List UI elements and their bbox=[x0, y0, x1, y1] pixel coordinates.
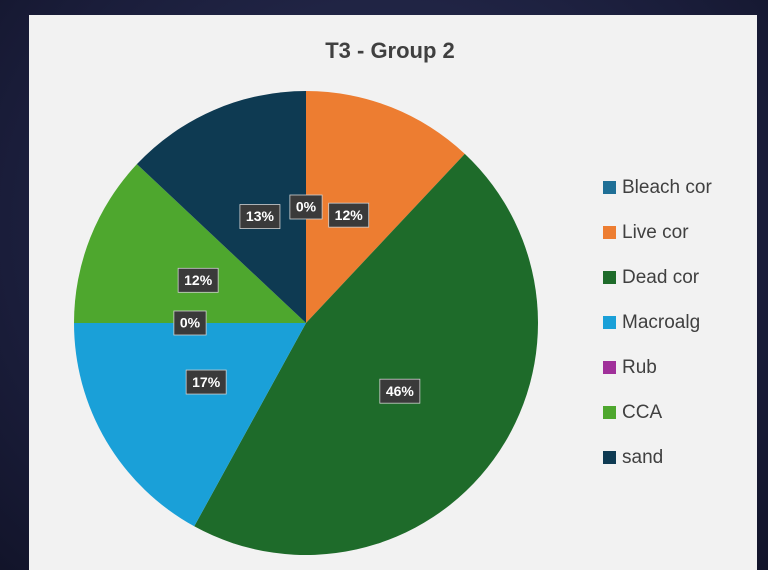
data-label-box bbox=[173, 310, 207, 336]
data-label-box bbox=[328, 202, 370, 228]
legend: Bleach cor Live cor Dead cor Macroalg Rub CCA… bbox=[603, 177, 712, 468]
data-label: 17% bbox=[192, 374, 221, 390]
data-label-box bbox=[177, 267, 219, 293]
legend-swatch bbox=[603, 361, 616, 374]
data-label: 12% bbox=[184, 272, 213, 288]
pie bbox=[74, 91, 538, 555]
data-label: 0% bbox=[296, 199, 317, 215]
legend-swatch bbox=[603, 181, 616, 194]
data-label-box bbox=[185, 369, 227, 395]
data-label: 12% bbox=[335, 207, 364, 223]
data-label-box bbox=[379, 378, 421, 404]
chart-title: T3 - Group 2 bbox=[325, 38, 455, 63]
legend-swatch bbox=[603, 271, 616, 284]
legend-label: Dead cor bbox=[622, 267, 700, 288]
pie-slice bbox=[74, 323, 306, 527]
legend-swatch bbox=[603, 316, 616, 329]
legend-label: Rub bbox=[622, 357, 657, 378]
legend-label: sand bbox=[622, 447, 663, 468]
pie-slice bbox=[136, 91, 306, 323]
data-labels: 0% 12% 46% 17% 0% 12% 13% bbox=[173, 194, 421, 404]
data-label: 0% bbox=[180, 315, 201, 331]
data-label: 13% bbox=[246, 208, 275, 224]
data-label-box bbox=[239, 204, 281, 229]
legend-label: Live cor bbox=[622, 222, 689, 243]
pie-slice bbox=[306, 91, 465, 323]
legend-label: Bleach cor bbox=[622, 177, 712, 198]
legend-label: CCA bbox=[622, 402, 662, 423]
data-label-box bbox=[289, 194, 323, 220]
legend-label: Macroalg bbox=[622, 312, 700, 333]
legend-swatch bbox=[603, 451, 616, 464]
legend-swatch bbox=[603, 406, 616, 419]
pie-slice bbox=[194, 153, 538, 555]
legend-swatch bbox=[603, 226, 616, 239]
data-label: 46% bbox=[386, 383, 415, 399]
pie-slice bbox=[74, 164, 306, 323]
